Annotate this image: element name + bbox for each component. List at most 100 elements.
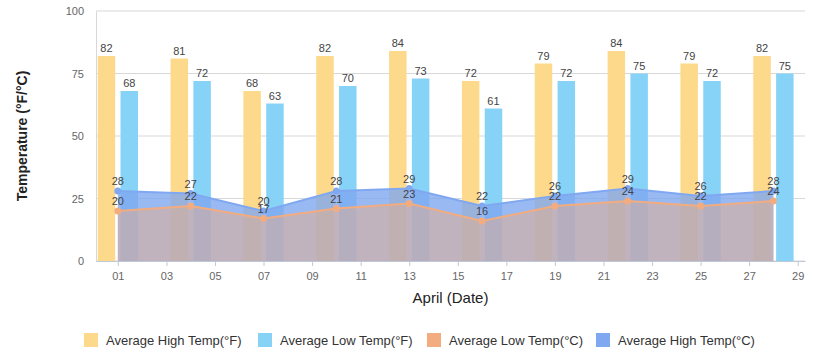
y-tick: 100 (66, 5, 96, 17)
y-tick: 75 (72, 68, 96, 80)
x-tick-label: 07 (258, 270, 270, 282)
y-axis-title: Temperature (°F/°C) (14, 71, 30, 202)
data-label: 68 (246, 77, 258, 89)
data-label: 26 (549, 180, 561, 192)
x-tick-mark (409, 261, 410, 266)
x-tick-label: 01 (112, 270, 124, 282)
line (118, 201, 774, 221)
data-label: 70 (342, 72, 354, 84)
y-tick-label: 100 (66, 5, 84, 17)
data-label: 20 (112, 195, 124, 207)
x-tick-mark (652, 261, 653, 266)
x-axis: 01 03 05 07 09 11 13 15 17 19 21 23 25 27 29 (97, 261, 806, 282)
legend-label[interactable]: Average Low Temp(°F) (280, 333, 413, 348)
area (118, 201, 774, 261)
x-tick-mark (215, 261, 216, 266)
x-tick: 23 (646, 261, 658, 282)
data-label: 82 (319, 42, 331, 54)
legend-label[interactable]: Average High Temp(°F) (106, 333, 242, 348)
data-label: 21 (330, 193, 342, 205)
marker (624, 198, 631, 205)
marker (551, 203, 558, 210)
x-tick-mark (312, 261, 313, 266)
x-tick: 13 (404, 261, 416, 282)
y-tick: 0 (78, 255, 96, 267)
data-label: 84 (392, 37, 404, 49)
x-tick: 03 (161, 261, 173, 282)
legend-item[interactable]: Average High Temp(°F) (84, 333, 242, 348)
x-tick: 17 (501, 261, 513, 282)
data-label: 72 (465, 67, 477, 79)
y-axis-line (96, 12, 97, 262)
data-label: 79 (683, 50, 695, 62)
grid (96, 11, 805, 261)
y-tick-label: 75 (72, 68, 84, 80)
legend-item[interactable]: Average Low Temp(°F) (258, 333, 413, 348)
marks (98, 51, 794, 261)
marker (406, 200, 413, 207)
x-tick: 25 (695, 261, 707, 282)
data-label: 72 (560, 67, 572, 79)
marker (114, 208, 121, 215)
x-tick: 07 (258, 261, 270, 282)
data-label: 22 (185, 190, 197, 202)
legend-label[interactable]: Average Low Temp(°C) (449, 333, 583, 348)
x-tick-mark (555, 261, 556, 266)
x-tick-mark (506, 261, 507, 266)
data-label: 63 (269, 90, 281, 102)
data-label: 28 (767, 175, 779, 187)
data-label: 23 (403, 188, 415, 200)
y-tick-label: 25 (72, 193, 84, 205)
data-label: 29 (622, 173, 634, 185)
x-tick: 19 (549, 261, 561, 282)
x-tick: 29 (792, 261, 804, 282)
legend-swatch[interactable] (84, 333, 98, 347)
data-label: 24 (622, 185, 634, 197)
x-tick-mark (264, 261, 265, 266)
x-tick-label: 19 (549, 270, 561, 282)
data-label: 16 (476, 205, 488, 217)
x-tick-label: 21 (598, 270, 610, 282)
x-tick-label: 23 (646, 270, 658, 282)
legend-swatch[interactable] (427, 333, 441, 347)
legend-item[interactable]: Average High Temp(°C) (596, 333, 755, 348)
x-tick-mark (701, 261, 702, 266)
x-tick-label: 15 (452, 270, 464, 282)
marker (187, 203, 194, 210)
marker (479, 218, 486, 225)
legend-item[interactable]: Average Low Temp(°C) (427, 333, 583, 348)
data-label: 72 (196, 67, 208, 79)
data-label: 29 (403, 173, 415, 185)
marker (114, 188, 121, 195)
x-tick-mark (798, 261, 799, 266)
x-tick-mark (166, 261, 167, 266)
legend-label[interactable]: Average High Temp(°C) (618, 333, 755, 348)
data-label: 61 (487, 95, 499, 107)
marker (333, 205, 340, 212)
data-label: 28 (330, 175, 342, 187)
x-tick-label: 11 (355, 270, 366, 282)
x-axis-line (97, 261, 806, 262)
y-tick: 50 (72, 130, 96, 142)
data-label: 26 (694, 180, 706, 192)
x-tick: 09 (306, 261, 318, 282)
plot: 0 25 50 75 100 01 03 05 07 09 11 13 15 17 19 21 23 25 27 29… (66, 5, 806, 282)
legend-swatch[interactable] (596, 333, 610, 347)
data-label: 28 (112, 175, 124, 187)
x-tick-label: 27 (744, 270, 756, 282)
x-tick-label: 25 (695, 270, 707, 282)
y-tick-label: 0 (78, 255, 84, 267)
x-tick-mark (361, 261, 362, 266)
data-label: 22 (476, 190, 488, 202)
x-tick: 05 (209, 261, 221, 282)
legend-swatch[interactable] (258, 333, 272, 347)
y-tick: 25 (72, 193, 96, 205)
x-tick-mark (749, 261, 750, 266)
marker (770, 198, 777, 205)
data-label: 75 (633, 60, 645, 72)
legend: Average High Temp(°F) Average Low Temp(°F… (84, 333, 755, 348)
data-label: 73 (415, 65, 427, 77)
marker (697, 203, 704, 210)
x-tick: 21 (598, 261, 610, 282)
x-tick-label: 17 (501, 270, 513, 282)
